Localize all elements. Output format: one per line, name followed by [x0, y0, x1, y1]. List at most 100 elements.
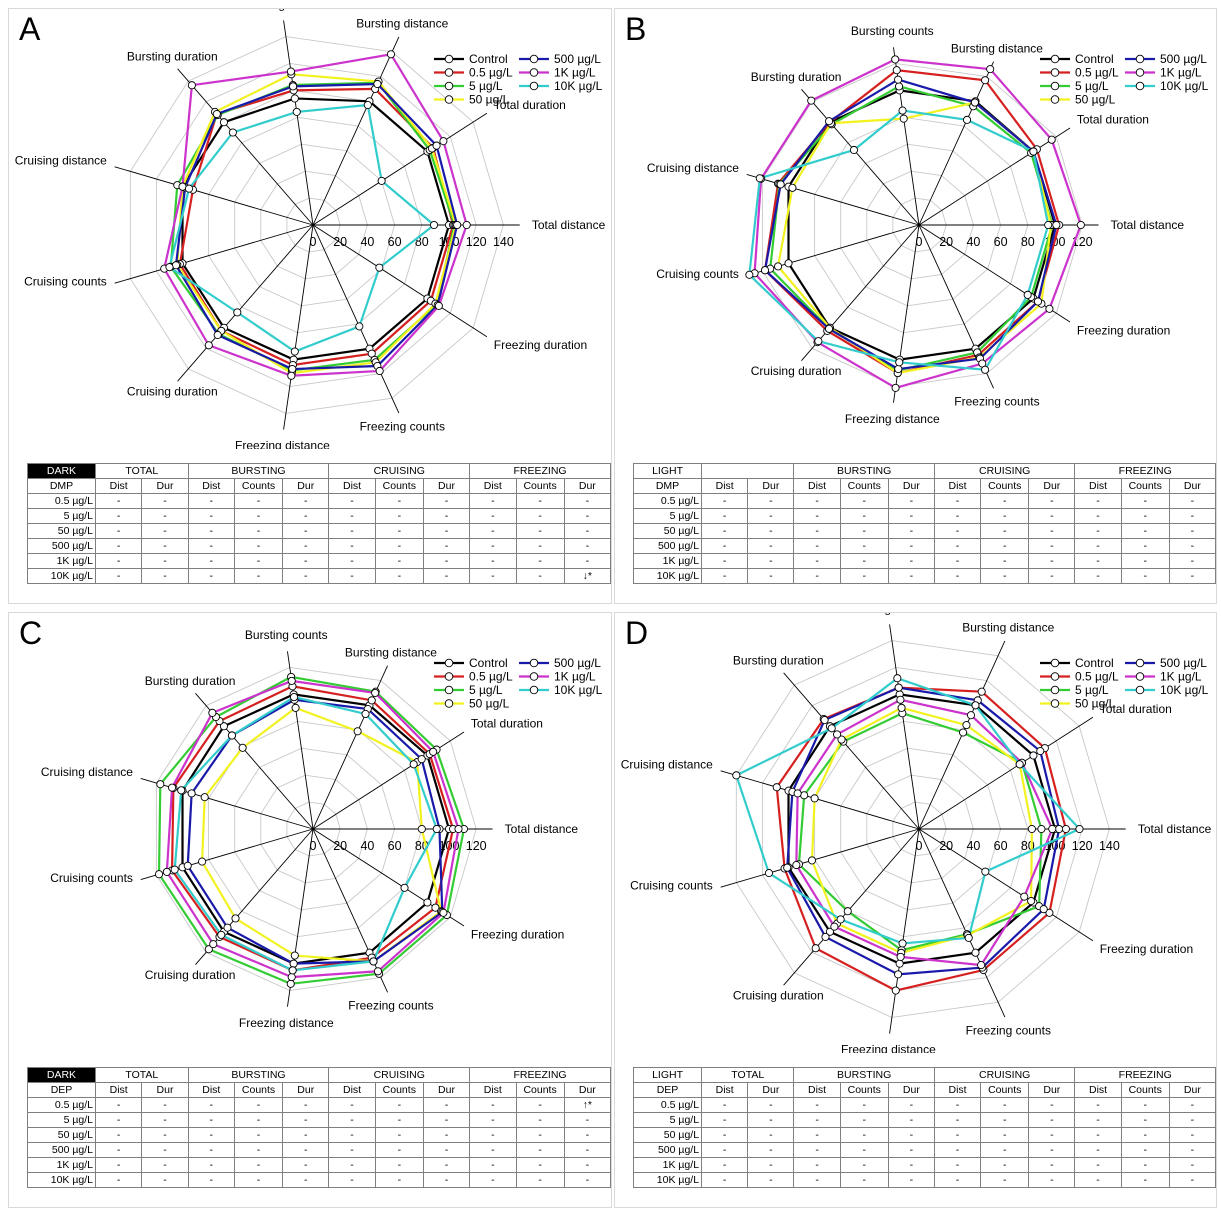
- table-cell: -: [1074, 1172, 1122, 1188]
- grid-ring: [761, 666, 1083, 992]
- table-column-header: Dist: [187, 1082, 235, 1098]
- table-column-header: Counts: [515, 478, 565, 494]
- table-row: 10K µg/L - - - - - - - - - - -: [632, 1172, 1216, 1188]
- table-cell: -: [422, 568, 471, 584]
- data-point: [1045, 908, 1054, 917]
- data-point: [409, 760, 418, 769]
- data-point: [898, 939, 907, 948]
- data-point: [1023, 290, 1032, 299]
- table-row-label: 0.5 µg/L: [27, 1097, 96, 1113]
- data-point: [891, 55, 900, 64]
- table-cell: -: [515, 538, 565, 554]
- legend-label: 50 µg/L: [1075, 93, 1116, 107]
- axis-label: Total distance: [1111, 218, 1185, 232]
- table-column-header: Dist: [328, 478, 376, 494]
- axis-label: Cruising duration: [127, 384, 218, 398]
- tick-label: 120: [1072, 839, 1093, 853]
- table-row-label: 5 µg/L: [27, 508, 96, 524]
- table-cell: -: [1168, 538, 1216, 554]
- table-row-label: 5 µg/L: [27, 1112, 96, 1128]
- table-cell: -: [980, 1142, 1030, 1158]
- legend-marker: [1135, 81, 1145, 91]
- grid-ring: [866, 774, 974, 884]
- legend-marker: [444, 81, 454, 91]
- table-row-label: 10K µg/L: [27, 1172, 96, 1188]
- axis-label: Bursting counts: [847, 613, 930, 615]
- legend-label: 10K µg/L: [554, 79, 603, 93]
- data-point: [776, 180, 785, 189]
- series-line: [163, 53, 468, 377]
- axis-label: Bursting distance: [356, 17, 448, 31]
- data-point: [200, 793, 209, 802]
- panel-letter: C: [19, 615, 43, 651]
- table-cell: -: [94, 1172, 143, 1188]
- axis-spoke: [889, 624, 920, 830]
- data-point: [894, 75, 903, 84]
- axis-label: Total duration: [471, 717, 543, 731]
- table-cell: -: [374, 1127, 424, 1143]
- table-group-header: BURSTING: [793, 463, 935, 479]
- table-cell: -: [887, 1112, 935, 1128]
- table-cell: -: [1120, 1172, 1170, 1188]
- data-point: [187, 789, 196, 798]
- axis-label: Freezing duration: [494, 338, 587, 352]
- table-cell: -: [374, 1157, 424, 1173]
- table-row: 5 µg/L - - - - - - - - - - -: [27, 508, 611, 524]
- table-cell: -: [1168, 1157, 1216, 1173]
- table-row: 1K µg/L - - - - - - - - - - -: [27, 553, 611, 569]
- table-cell: -: [187, 1112, 235, 1128]
- data-point: [894, 683, 903, 692]
- table-cell: -: [887, 1172, 935, 1188]
- data-point: [288, 364, 297, 374]
- table-column-header: Counts: [980, 478, 1030, 494]
- data-point: [212, 109, 221, 119]
- panel-letter: D: [625, 615, 649, 651]
- table-cell: -: [282, 1097, 330, 1113]
- table-cell: -: [187, 493, 235, 509]
- axis-spoke: [918, 716, 1094, 830]
- legend-marker: [444, 685, 454, 695]
- table-cell: -: [282, 1172, 330, 1188]
- legend-label: 5 µg/L: [469, 683, 503, 697]
- data-point: [286, 979, 295, 988]
- table-cell: -: [141, 1157, 189, 1173]
- table-cell: -: [187, 1097, 235, 1113]
- table-cell: -: [887, 508, 935, 524]
- data-point: [213, 330, 222, 340]
- table-column-header: Dur: [887, 478, 935, 494]
- grid-ring: [840, 143, 1002, 307]
- table-cell: -: [328, 1172, 376, 1188]
- table-cell: -: [282, 568, 330, 584]
- table-cell: -: [793, 1112, 841, 1128]
- tick-label: 60: [388, 235, 402, 249]
- axis-label: Bursting duration: [733, 654, 824, 668]
- table-column-header: Dist: [328, 1082, 376, 1098]
- table-cell: -: [422, 553, 471, 569]
- table-cell: -: [1120, 508, 1170, 524]
- table-cell: -: [747, 1142, 795, 1158]
- table-cell: -: [282, 553, 330, 569]
- data-point: [369, 957, 378, 966]
- table-cell: -: [328, 1142, 376, 1158]
- significance-table: LIGHT TOTAL BURSTING CRUISING FREEZING DEP Dis…: [632, 1067, 1216, 1188]
- tick-label: 0: [310, 839, 317, 853]
- table-cell: -: [980, 1127, 1030, 1143]
- table-cell: -: [1074, 508, 1122, 524]
- table-row: 5 µg/L - - - - - - - - - - -: [632, 508, 1216, 524]
- data-point: [363, 100, 372, 110]
- table-row-label: 0.5 µg/L: [632, 1097, 703, 1113]
- tick-label: 20: [939, 235, 953, 249]
- data-point: [156, 780, 165, 789]
- tick-label: 60: [994, 235, 1008, 249]
- table-cell: -: [839, 1172, 889, 1188]
- table-group-header: CRUISING: [328, 1067, 471, 1083]
- table-cell: -: [1168, 493, 1216, 509]
- data-point: [219, 118, 228, 127]
- legend-marker: [444, 68, 454, 77]
- table-cell: -: [747, 493, 795, 509]
- tick-label: 40: [360, 839, 374, 853]
- table-cell: -: [839, 523, 889, 539]
- table-column-header: Dist: [933, 1082, 982, 1098]
- series-line: [170, 685, 455, 972]
